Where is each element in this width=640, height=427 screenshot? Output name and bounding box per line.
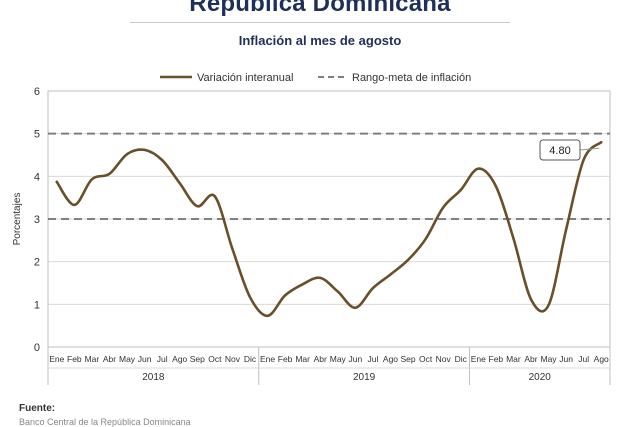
x-tick-label: Ene <box>49 354 64 364</box>
x-tick-label: Ago <box>383 354 398 364</box>
data-point <box>160 158 164 162</box>
y-tick-label: 1 <box>34 299 40 311</box>
y-tick-label: 5 <box>34 129 40 141</box>
data-point <box>512 237 515 240</box>
x-tick-label: May <box>119 354 136 364</box>
data-point <box>231 247 234 251</box>
data-point <box>90 178 94 181</box>
annotation-box <box>539 139 581 161</box>
x-tick-label: Feb <box>67 354 82 364</box>
legend-label: Rango-meta de inflación <box>352 72 471 84</box>
x-tick-label: Mar <box>295 354 310 364</box>
y-tick-label: 3 <box>34 214 40 226</box>
data-point <box>441 206 445 209</box>
x-tick-label: Abr <box>524 354 537 364</box>
source-label: Fuente: <box>19 403 56 414</box>
x-tick-label: Feb <box>489 354 504 364</box>
x-tick-label: Dic <box>455 354 468 364</box>
x-tick-label: Mar <box>85 354 100 364</box>
x-tick-label: May <box>541 354 558 364</box>
legend-label: Variación interanual <box>197 72 293 84</box>
x-tick-label: Oct <box>208 354 222 364</box>
data-point <box>459 188 462 192</box>
x-tick-label: Nov <box>225 354 241 364</box>
data-point <box>196 205 199 208</box>
data-point <box>301 283 304 286</box>
y-tick-label: 0 <box>34 342 40 354</box>
x-tick-label: Oct <box>419 354 433 364</box>
data-point <box>582 158 585 161</box>
x-tick-label: Abr <box>103 354 116 364</box>
data-point <box>266 314 269 318</box>
data-point <box>477 167 480 170</box>
x-tick-label: Jun <box>348 354 362 364</box>
data-point <box>424 237 427 241</box>
data-point <box>55 180 58 184</box>
x-tick-label: May <box>330 354 347 364</box>
x-tick-label: Sep <box>400 354 415 364</box>
x-tick-label: Mar <box>506 354 521 364</box>
data-point <box>600 141 603 144</box>
x-tick-label: Ago <box>594 354 609 364</box>
source-text: Banco Central de la República Dominicana <box>19 417 191 427</box>
x-tick-label: Jun <box>138 354 152 364</box>
x-tick-label: Feb <box>278 354 293 364</box>
y-tick-label: 2 <box>34 257 40 269</box>
data-point <box>564 228 568 231</box>
year-label: 2018 <box>142 372 165 383</box>
x-tick-label: Jul <box>157 354 168 364</box>
annotation-label: 4.80 <box>549 145 570 157</box>
x-tick-label: Jun <box>559 354 573 364</box>
x-tick-label: Jul <box>578 354 589 364</box>
x-tick-label: Nov <box>436 354 452 364</box>
data-point <box>178 181 181 185</box>
data-point <box>389 273 392 276</box>
y-axis-label: Porcentajes <box>12 193 23 246</box>
data-point <box>406 258 410 262</box>
data-point <box>125 152 129 156</box>
data-point <box>371 286 375 290</box>
page-title: República Dominicana <box>189 0 451 17</box>
x-tick-label: Ene <box>471 354 486 364</box>
data-point <box>354 306 357 309</box>
x-tick-label: Dic <box>244 354 257 364</box>
y-tick-label: 4 <box>34 171 40 183</box>
data-point <box>213 195 217 198</box>
title-divider <box>130 22 510 23</box>
data-point <box>108 172 111 175</box>
x-tick-label: Ene <box>260 354 275 364</box>
data-point <box>143 148 146 152</box>
chart-subtitle: Inflación al mes de agosto <box>238 33 402 48</box>
x-tick-label: Jul <box>367 354 378 364</box>
x-tick-label: Abr <box>314 354 327 364</box>
series-line-variacion-interanual <box>55 140 603 318</box>
data-point <box>248 295 252 299</box>
data-point <box>319 276 322 280</box>
y-tick-label: 6 <box>34 86 40 98</box>
year-label: 2019 <box>353 372 376 383</box>
annotation-leader <box>579 147 600 151</box>
data-point <box>283 294 287 297</box>
data-point <box>73 203 76 207</box>
year-label: 2020 <box>529 372 552 383</box>
data-point <box>336 290 339 293</box>
data-point <box>547 303 550 307</box>
data-point <box>494 184 498 188</box>
data-point <box>529 298 533 301</box>
x-tick-label: Sep <box>190 354 205 364</box>
x-tick-label: Ago <box>172 354 187 364</box>
